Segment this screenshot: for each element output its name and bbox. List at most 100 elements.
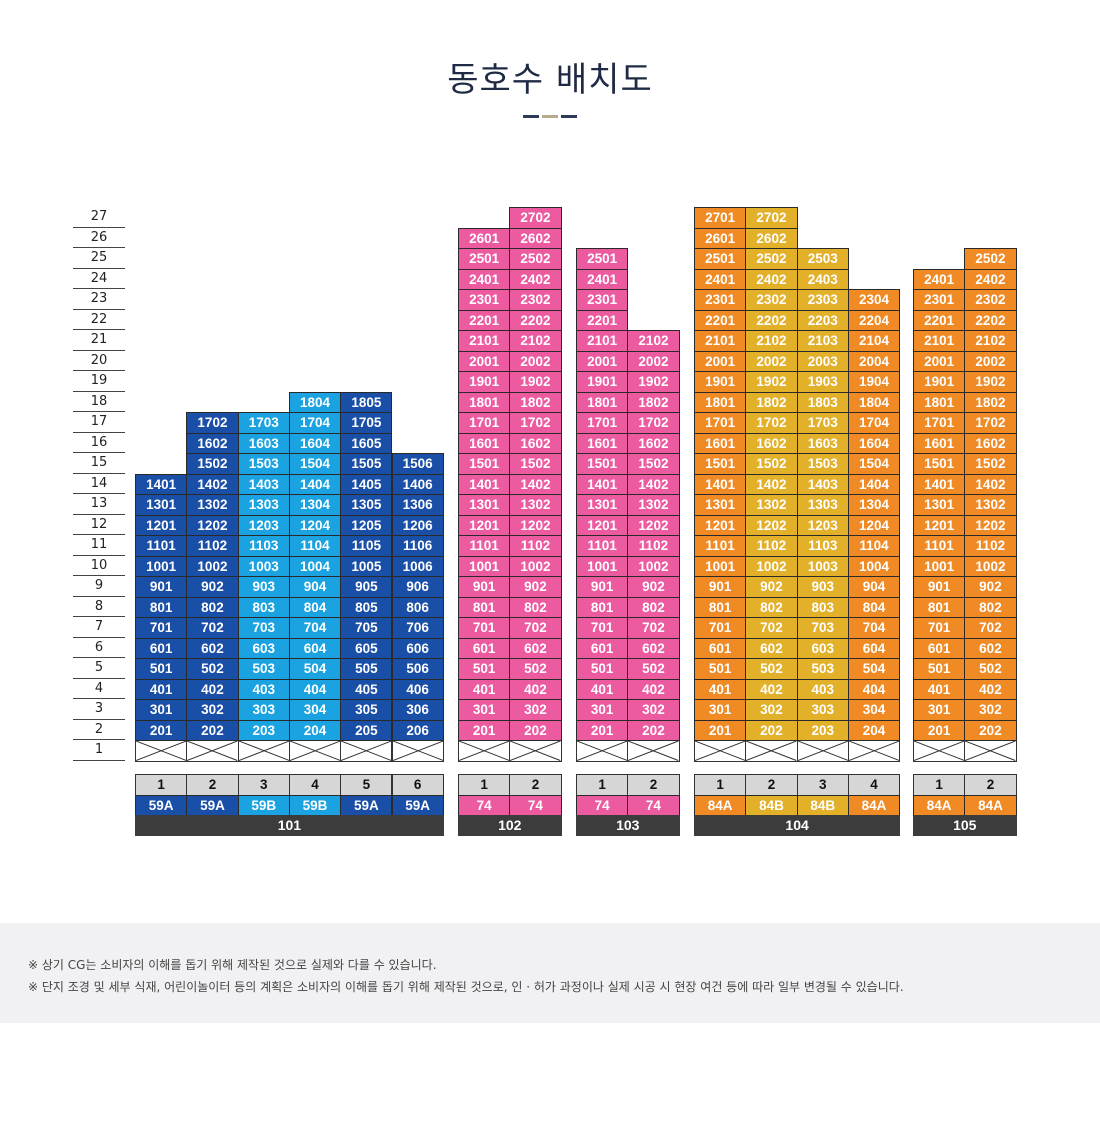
unit-cell[interactable]: 1004: [288, 555, 342, 577]
unit-cell[interactable]: 1801: [458, 391, 511, 413]
unit-cell[interactable]: 1502: [186, 453, 239, 475]
unit-cell[interactable]: 1302: [509, 494, 562, 516]
unit-cell[interactable]: 402: [186, 678, 239, 700]
unit-cell[interactable]: 901: [576, 576, 629, 598]
unit-cell[interactable]: 1902: [964, 371, 1017, 393]
unit-cell[interactable]: 201: [458, 719, 511, 741]
unit-cell[interactable]: 1002: [627, 555, 680, 577]
unit-cell[interactable]: 1602: [509, 432, 562, 454]
unit-cell[interactable]: 801: [458, 596, 511, 618]
unit-cell[interactable]: 302: [186, 699, 239, 721]
unit-cell[interactable]: 1003: [237, 555, 290, 577]
unit-cell[interactable]: 401: [694, 678, 747, 700]
unit-cell[interactable]: 404: [288, 678, 342, 700]
unit-cell[interactable]: 602: [627, 637, 680, 659]
unit-cell[interactable]: 1505: [340, 453, 393, 475]
unit-cell[interactable]: 2701: [694, 207, 747, 229]
unit-cell[interactable]: 2002: [745, 350, 798, 372]
unit-cell[interactable]: 801: [576, 596, 629, 618]
unit-cell[interactable]: 1104: [288, 535, 342, 557]
unit-cell[interactable]: 1401: [576, 473, 629, 495]
unit-cell[interactable]: 1004: [847, 555, 901, 577]
unit-cell[interactable]: 1901: [913, 371, 966, 393]
unit-cell[interactable]: 1703: [796, 412, 849, 434]
unit-cell[interactable]: 2101: [913, 330, 966, 352]
unit-cell[interactable]: 1702: [745, 412, 798, 434]
unit-cell[interactable]: 2102: [627, 330, 680, 352]
unit-cell[interactable]: 1204: [288, 514, 342, 536]
unit-cell[interactable]: 1106: [391, 535, 444, 557]
unit-cell[interactable]: 1401: [458, 473, 511, 495]
unit-cell[interactable]: 1402: [964, 473, 1017, 495]
unit-cell[interactable]: 203: [237, 719, 290, 741]
unit-cell[interactable]: 604: [288, 637, 342, 659]
unit-cell[interactable]: 1202: [745, 514, 798, 536]
unit-cell[interactable]: 1603: [796, 432, 849, 454]
unit-cell[interactable]: 2202: [509, 309, 562, 331]
unit-cell[interactable]: 703: [237, 617, 290, 639]
unit-cell[interactable]: 1303: [237, 494, 290, 516]
unit-cell[interactable]: 2602: [509, 227, 562, 249]
unit-cell[interactable]: 201: [913, 719, 966, 741]
unit-cell[interactable]: 2302: [964, 289, 1017, 311]
unit-cell[interactable]: 502: [509, 658, 562, 680]
unit-cell[interactable]: 1902: [627, 371, 680, 393]
unit-cell[interactable]: 901: [694, 576, 747, 598]
unit-cell[interactable]: 2201: [694, 309, 747, 331]
unit-cell[interactable]: 202: [964, 719, 1017, 741]
unit-cell[interactable]: 1102: [745, 535, 798, 557]
unit-cell[interactable]: 305: [340, 699, 393, 721]
unit-cell[interactable]: 501: [576, 658, 629, 680]
unit-cell[interactable]: 1404: [288, 473, 342, 495]
unit-cell[interactable]: 1303: [796, 494, 849, 516]
unit-cell[interactable]: 1002: [509, 555, 562, 577]
unit-cell[interactable]: 205: [340, 719, 393, 741]
unit-cell[interactable]: 1805: [340, 391, 393, 413]
unit-cell[interactable]: 803: [796, 596, 849, 618]
unit-cell[interactable]: 801: [135, 596, 188, 618]
unit-cell[interactable]: 2201: [458, 309, 511, 331]
unit-cell[interactable]: 402: [509, 678, 562, 700]
unit-cell[interactable]: 1205: [340, 514, 393, 536]
unit-cell[interactable]: 1804: [847, 391, 901, 413]
unit-cell[interactable]: 2401: [913, 268, 966, 290]
unit-cell[interactable]: 1206: [391, 514, 444, 536]
unit-cell[interactable]: 504: [847, 658, 901, 680]
unit-cell[interactable]: 1801: [913, 391, 966, 413]
unit-cell[interactable]: 302: [745, 699, 798, 721]
unit-cell[interactable]: 1202: [627, 514, 680, 536]
unit-cell[interactable]: 401: [458, 678, 511, 700]
unit-cell[interactable]: 1306: [391, 494, 444, 516]
unit-cell[interactable]: 1402: [509, 473, 562, 495]
unit-cell[interactable]: 1202: [964, 514, 1017, 536]
unit-cell[interactable]: 2402: [964, 268, 1017, 290]
unit-cell[interactable]: 2402: [745, 268, 798, 290]
unit-cell[interactable]: 303: [237, 699, 290, 721]
unit-cell[interactable]: 2401: [458, 268, 511, 290]
unit-cell[interactable]: 301: [135, 699, 188, 721]
unit-cell[interactable]: 2302: [745, 289, 798, 311]
unit-cell[interactable]: 1705: [340, 412, 393, 434]
unit-cell[interactable]: 2302: [509, 289, 562, 311]
unit-cell[interactable]: 201: [135, 719, 188, 741]
unit-cell[interactable]: 1604: [847, 432, 901, 454]
unit-cell[interactable]: 804: [288, 596, 342, 618]
unit-cell[interactable]: 702: [964, 617, 1017, 639]
unit-cell[interactable]: 602: [745, 637, 798, 659]
unit-cell[interactable]: 1701: [576, 412, 629, 434]
unit-cell[interactable]: 1802: [627, 391, 680, 413]
unit-cell[interactable]: 1701: [458, 412, 511, 434]
unit-cell[interactable]: 302: [509, 699, 562, 721]
unit-cell[interactable]: 1802: [964, 391, 1017, 413]
unit-cell[interactable]: 402: [964, 678, 1017, 700]
unit-cell[interactable]: 1302: [964, 494, 1017, 516]
unit-cell[interactable]: 1801: [576, 391, 629, 413]
unit-cell[interactable]: 904: [847, 576, 901, 598]
unit-cell[interactable]: 701: [458, 617, 511, 639]
unit-cell[interactable]: 902: [186, 576, 239, 598]
unit-cell[interactable]: 201: [694, 719, 747, 741]
unit-cell[interactable]: 2402: [509, 268, 562, 290]
unit-cell[interactable]: 1302: [186, 494, 239, 516]
unit-cell[interactable]: 2502: [964, 248, 1017, 270]
unit-cell[interactable]: 304: [288, 699, 342, 721]
